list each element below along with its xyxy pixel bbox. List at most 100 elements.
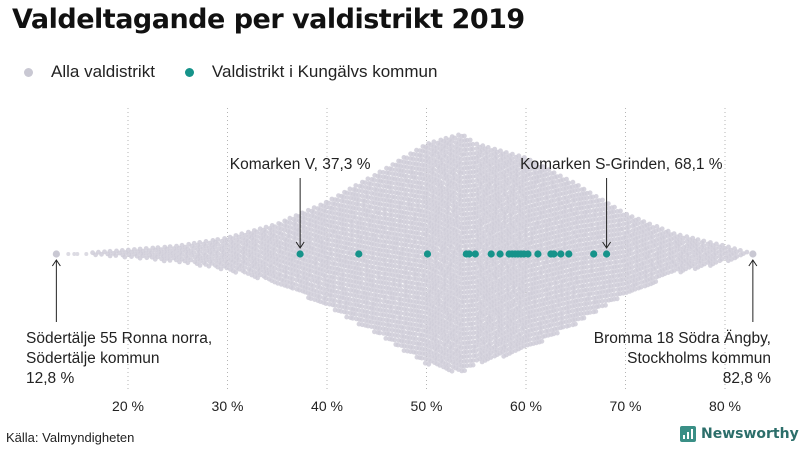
district-dot — [575, 316, 581, 322]
district-dot — [494, 209, 500, 215]
district-dot — [389, 180, 395, 186]
district-dot — [479, 184, 485, 190]
district-dot — [458, 161, 464, 167]
district-dot — [359, 262, 365, 268]
district-dot — [278, 222, 284, 227]
district-dot — [680, 263, 686, 269]
district-dot — [560, 324, 566, 330]
district-dot — [317, 294, 323, 300]
district-dot — [377, 238, 383, 244]
district-dot — [443, 273, 449, 279]
district-dot — [452, 167, 458, 173]
district-dot — [272, 265, 278, 271]
district-dot — [503, 173, 509, 178]
district-dot — [653, 279, 659, 284]
district-dot — [602, 224, 608, 230]
district-dot — [635, 281, 641, 286]
district-dot — [332, 220, 338, 226]
district-dot — [500, 307, 506, 313]
district-dot — [572, 294, 578, 299]
district-dot — [242, 251, 248, 257]
district-dot — [254, 238, 260, 244]
district-dot — [617, 222, 623, 228]
district-dot — [611, 218, 617, 224]
district-dot — [470, 178, 476, 184]
district-dot — [686, 251, 692, 256]
district-dot — [551, 198, 557, 203]
district-dot — [452, 190, 458, 196]
district-dot — [290, 244, 296, 250]
district-dot — [344, 227, 350, 233]
district-dot — [431, 139, 437, 145]
district-dot — [326, 237, 332, 243]
district-dot — [638, 257, 644, 262]
district-dot — [530, 198, 536, 204]
district-dot — [290, 285, 296, 291]
district-dot — [359, 317, 365, 323]
district-dot — [581, 315, 587, 321]
district-dot — [410, 165, 416, 171]
district-dot — [575, 210, 581, 216]
district-dot — [464, 147, 470, 152]
district-dot — [485, 218, 491, 224]
district-dot — [446, 174, 452, 180]
district-dot — [377, 261, 383, 267]
district-dot — [434, 357, 440, 362]
district-dot — [416, 203, 422, 209]
district-dot — [263, 224, 269, 230]
district-dot — [413, 331, 419, 337]
district-dot — [470, 261, 476, 267]
district-dot — [713, 259, 719, 265]
district-dot — [650, 257, 656, 263]
district-dot — [494, 172, 500, 178]
district-dot — [662, 248, 668, 254]
district-dot — [602, 284, 608, 290]
district-dot — [365, 296, 371, 301]
district-dot — [387, 281, 392, 287]
district-dot — [401, 256, 407, 261]
district-dot — [419, 323, 425, 329]
district-dot — [404, 219, 410, 225]
district-dot — [498, 148, 503, 154]
annotation-arrowhead — [51, 259, 61, 267]
district-dot — [452, 172, 458, 178]
district-dot — [368, 209, 374, 215]
district-dot — [425, 145, 431, 151]
district-dot — [576, 183, 581, 188]
district-dot — [671, 231, 677, 237]
district-dot — [527, 259, 533, 264]
district-dot — [407, 340, 413, 345]
district-dot — [473, 183, 479, 188]
district-dot — [437, 280, 443, 285]
district-dot — [647, 253, 653, 259]
district-dot — [416, 272, 422, 278]
district-dot — [392, 314, 398, 320]
district-dot — [593, 309, 599, 314]
district-dot — [599, 298, 605, 304]
district-dot — [635, 221, 641, 227]
district-dot — [407, 211, 413, 217]
district-dot — [350, 219, 356, 225]
district-dot — [470, 335, 476, 340]
district-dot — [605, 201, 611, 207]
district-dot — [641, 260, 647, 266]
district-dot — [467, 160, 473, 166]
district-dot — [344, 222, 350, 228]
district-dot — [644, 264, 650, 269]
district-dot — [464, 211, 470, 217]
district-dot — [323, 273, 329, 279]
district-dot — [419, 153, 425, 159]
district-dot — [404, 242, 410, 248]
district-dot — [467, 317, 473, 322]
district-dot — [209, 256, 215, 262]
x-axis-ticks: 20 % 30 % 40 % 50 % 60 % 70 % 80 % — [112, 398, 741, 414]
district-dot — [311, 209, 317, 215]
district-dot — [617, 231, 623, 237]
district-dot — [518, 207, 524, 213]
district-dot — [566, 231, 572, 236]
district-dot — [287, 215, 293, 221]
district-dot — [428, 156, 434, 162]
district-dot — [500, 289, 506, 295]
district-dot — [107, 253, 113, 259]
district-dot — [446, 201, 452, 207]
